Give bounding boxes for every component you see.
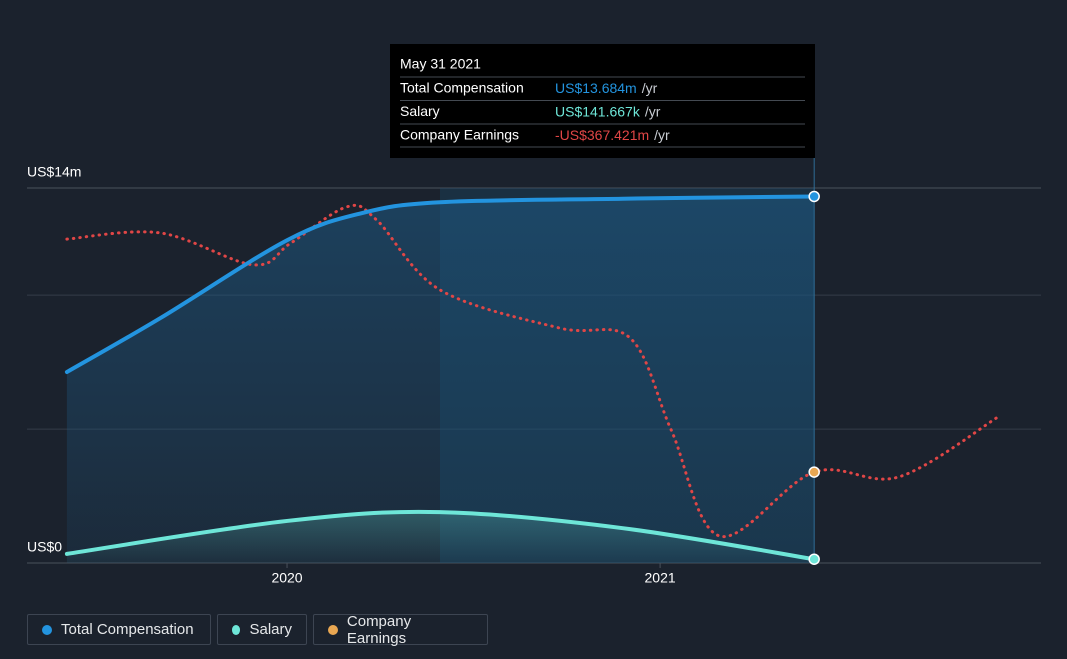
tooltip-value-text: -US$367.421m/yr — [555, 127, 670, 143]
legend-item[interactable]: Company Earnings — [313, 612, 488, 647]
legend-dot — [42, 624, 52, 635]
tooltip-unit: /yr — [645, 103, 661, 119]
y-tick-label: US$0 — [27, 539, 62, 555]
tooltip-label: Total Compensation — [400, 80, 524, 96]
legend-item[interactable]: Total Compensation — [27, 614, 211, 645]
area — [66, 511, 815, 563]
legend-item[interactable]: Salary — [217, 614, 307, 645]
tooltip-label: Salary — [400, 103, 440, 119]
tooltip-date: May 31 2021 — [400, 56, 481, 72]
tooltip-value: -US$367.421m — [555, 127, 649, 143]
tooltip-value: US$13.684m — [555, 80, 637, 96]
legend-label: Total Compensation — [61, 621, 194, 638]
y-tick-label: US$14m — [27, 164, 81, 180]
point — [808, 553, 820, 565]
point — [808, 190, 820, 203]
legend-label: Company Earnings — [346, 612, 412, 647]
x-tick-label: 2020 — [271, 570, 302, 586]
area — [66, 196, 815, 563]
tooltip-value-text: US$141.667k/yr — [555, 103, 661, 119]
tooltip-unit: /yr — [642, 80, 658, 96]
tooltip-unit: /yr — [654, 127, 670, 143]
tooltip-value-text: US$13.684m/yr — [555, 80, 658, 96]
earnings-line — [65, 203, 1002, 538]
line — [64, 509, 817, 562]
legend-dot — [232, 624, 241, 635]
legend-dot — [328, 624, 338, 635]
line — [64, 194, 817, 375]
legend-label: Salary — [249, 621, 292, 638]
tooltip-label: Company Earnings — [400, 127, 519, 143]
point — [808, 466, 820, 478]
tooltip-value: US$141.667k — [555, 103, 641, 119]
x-tick-label: 2021 — [645, 570, 676, 586]
